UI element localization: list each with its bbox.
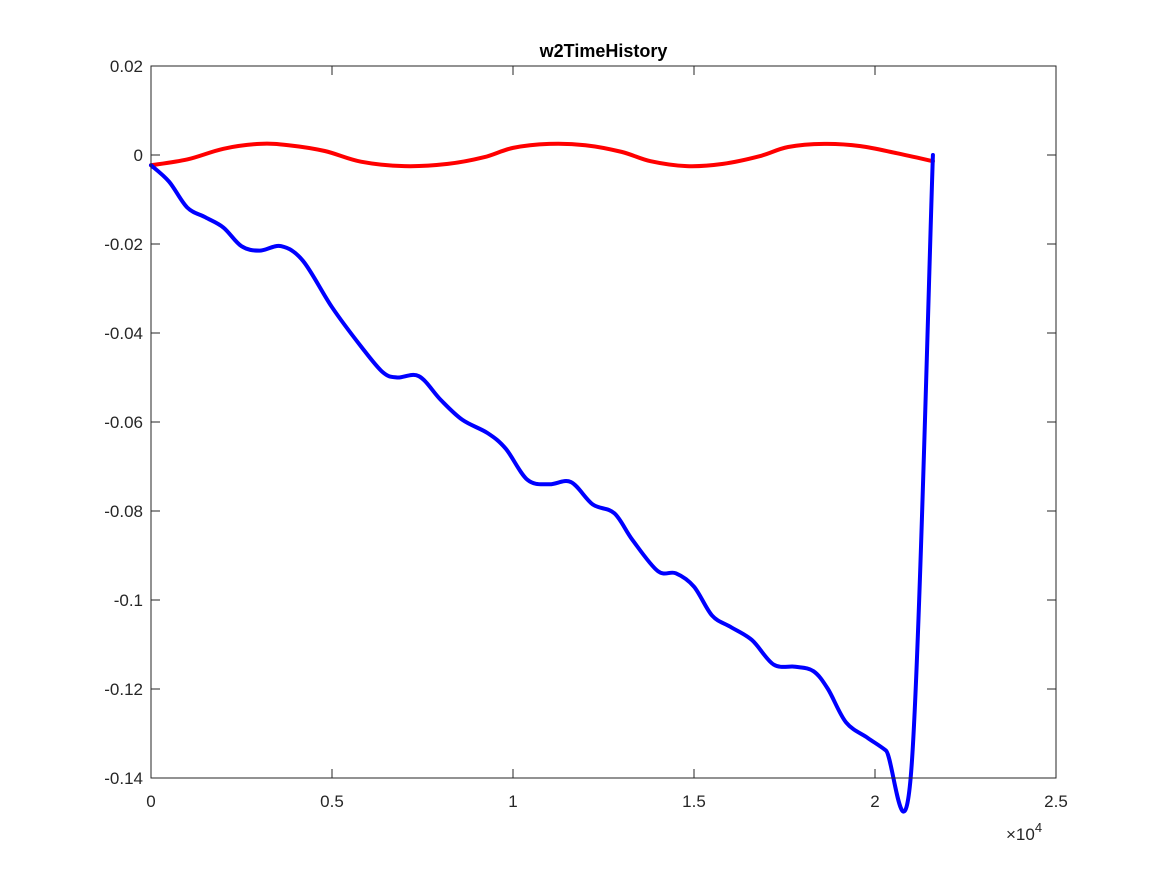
tick-layer: 0 0.5 1 1.5 2 2.5 0.02 0 -0.02 -0.04 -0.06 -0.08 -0.… (104, 57, 1068, 811)
y-tick-label: -0.12 (104, 680, 143, 699)
x-exponent-base: ×10 (1006, 825, 1035, 844)
x-exponent-power: 4 (1035, 820, 1042, 835)
y-tick-label: -0.08 (104, 502, 143, 521)
x-tick-label: 1 (508, 792, 517, 811)
chart-title: w2TimeHistory (539, 41, 668, 61)
x-tick-label: 2 (870, 792, 879, 811)
x-tick-label: 0 (146, 792, 155, 811)
y-tick-label: -0.1 (114, 591, 143, 610)
x-tick-label: 0.5 (320, 792, 344, 811)
series-line-2 (149, 153, 935, 814)
y-tick-label: 0.02 (110, 57, 143, 76)
x-tick-label: 2.5 (1044, 792, 1068, 811)
y-tick-label: -0.02 (104, 235, 143, 254)
y-tick-label: -0.14 (104, 769, 143, 788)
x-tick-label: 1.5 (682, 792, 706, 811)
series-layer (149, 141, 935, 814)
y-tick-label: -0.04 (104, 324, 143, 343)
y-tick-label: -0.06 (104, 413, 143, 432)
y-tick-label: 0 (134, 146, 143, 165)
series-line-1 (149, 141, 935, 169)
plot-background (151, 66, 1056, 778)
axes-box (150, 65, 1057, 779)
x-exponent-label: ×104 (1006, 820, 1042, 844)
